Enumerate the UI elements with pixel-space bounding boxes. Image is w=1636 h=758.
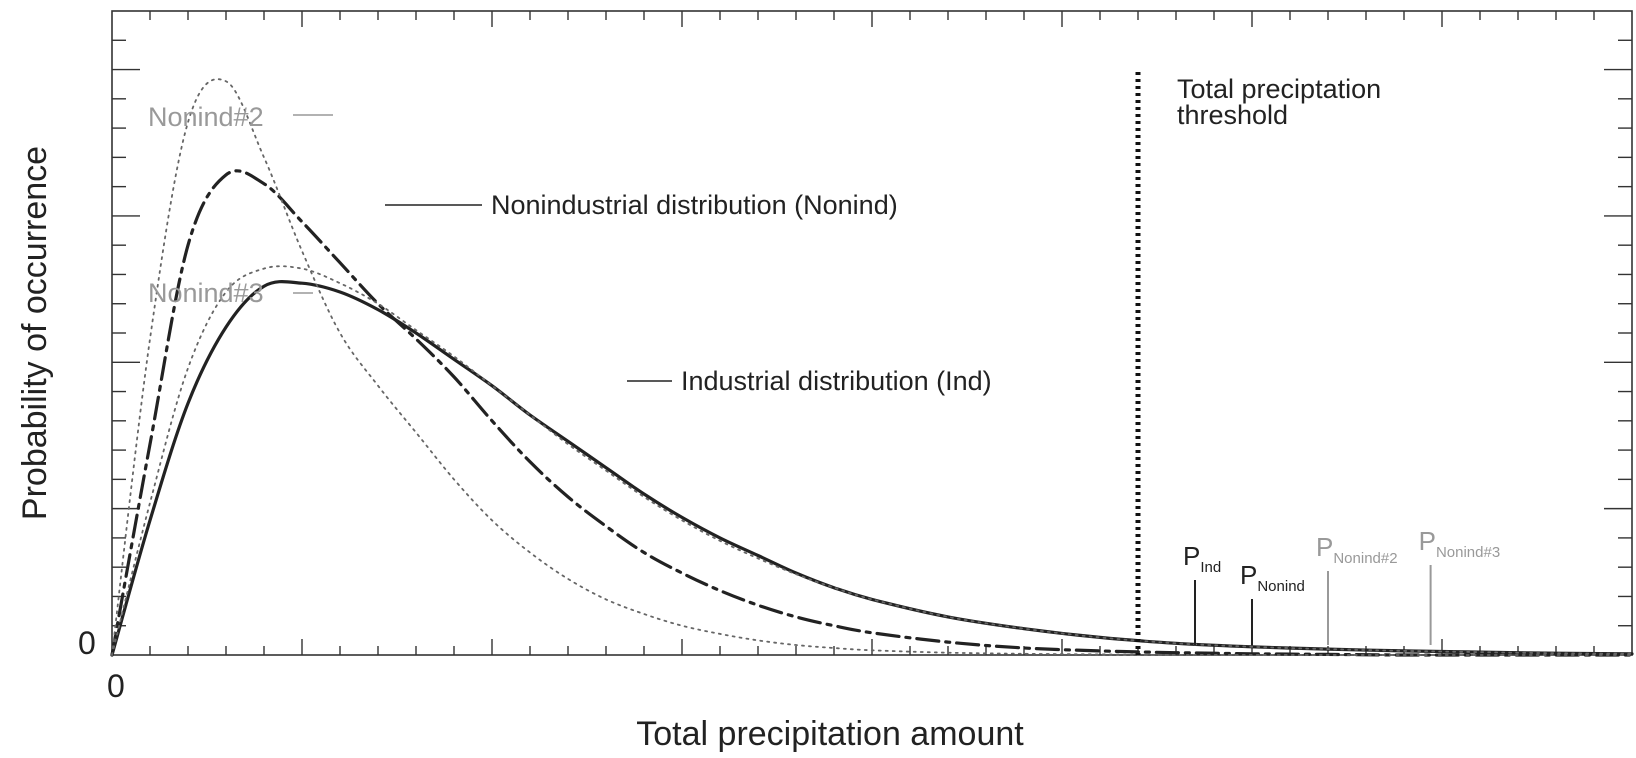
probability-marker-label: PNonind#2 [1316, 532, 1398, 567]
probability-marker-label: PNonind#3 [1419, 526, 1501, 561]
probability-markers: PInd PNonind PNonind#2 PNonind#3 [1183, 526, 1500, 645]
label-nonind: Nonindustrial distribution (Nonind) [491, 190, 898, 220]
curves-group [110, 78, 1634, 657]
series-nonindustrial-distribution-nonind [110, 169, 1634, 657]
probability-marker-label: PNonind [1240, 560, 1305, 595]
series-nonind-3 [111, 265, 1633, 656]
series-industrial-distribution-ind [110, 279, 1634, 657]
y-axis-title: Probability of occurrence [16, 146, 54, 520]
axis-ticks [112, 11, 1632, 655]
label-ind: Industrial distribution (Ind) [681, 366, 992, 396]
plot-frame [111, 10, 1633, 656]
x-zero-label: 0 [107, 668, 125, 704]
x-axis-title: Total precipitation amount [636, 715, 1024, 753]
threshold-label-line2: threshold [1177, 100, 1288, 130]
label-nonind3: Nonind#3 [148, 278, 264, 308]
label-nonind2: Nonind#2 [148, 102, 264, 132]
y-zero-label: 0 [78, 625, 96, 661]
series-nonind-2 [111, 78, 1633, 656]
probability-marker-label: PInd [1183, 541, 1221, 576]
threshold-label-line1: Total preciptation [1177, 74, 1381, 104]
